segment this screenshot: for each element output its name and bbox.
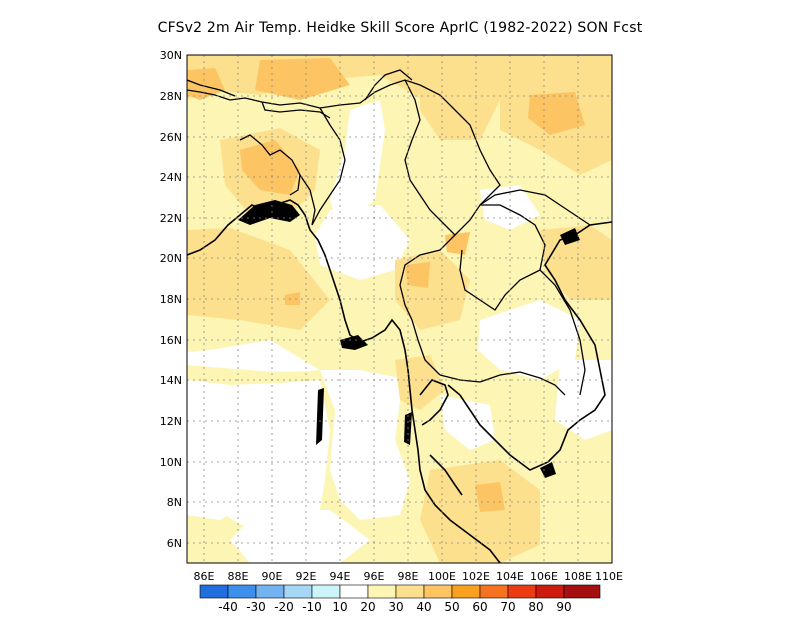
lat-tick-labels: 30N 28N 26N 24N 22N 20N 18N 16N 14N 12N …	[160, 49, 182, 550]
delta-ganges	[238, 200, 300, 225]
colorbar-label: -10	[302, 600, 322, 614]
border-china-vn	[479, 189, 591, 226]
colorbar-labels: -40 -30 -20 -10 10 20 30 40 50 60 70 80 …	[218, 600, 571, 614]
shade-deep-thai	[405, 262, 430, 288]
colorbar-swatch	[199, 584, 229, 599]
lon-tick-label: 104E	[496, 570, 524, 583]
lon-tick-label: 108E	[564, 570, 592, 583]
colorbar	[199, 584, 601, 599]
lon-tick-label: 86E	[194, 570, 215, 583]
shade-deep-bay	[285, 292, 300, 305]
colorbar-label: 10	[332, 600, 347, 614]
colorbar-swatch	[283, 584, 313, 599]
colorbar-swatch	[339, 584, 369, 599]
lat-tick-label: 20N	[160, 252, 182, 265]
lat-tick-label: 12N	[160, 415, 182, 428]
shade-deep-ne	[528, 92, 585, 135]
shade-white-bay	[187, 340, 410, 520]
shade-white-south	[230, 510, 370, 563]
islands-andaman	[316, 388, 324, 445]
grid-lines	[187, 55, 612, 563]
colorbar-swatch	[535, 584, 565, 599]
colorbar-label: 50	[444, 600, 459, 614]
colorbar-swatch	[311, 584, 341, 599]
lon-tick-label: 110E	[595, 570, 623, 583]
lon-tick-labels: 86E 88E 90E 92E 94E 96E 98E 100E 102E 10…	[194, 570, 623, 583]
colorbar-swatch	[507, 584, 537, 599]
border-bangladesh	[239, 134, 301, 196]
border-nepal	[187, 79, 236, 97]
lon-tick-label: 102E	[462, 570, 490, 583]
colorbar-swatch	[479, 584, 509, 599]
shade-orange-tibet	[420, 75, 500, 140]
border-tibet-loop	[364, 69, 413, 101]
shade-white-central2	[315, 205, 410, 280]
border-myanmar-west	[311, 107, 346, 226]
lon-tick-label: 98E	[398, 570, 419, 583]
colorbar-swatch	[255, 584, 285, 599]
shade-white-central	[330, 100, 385, 230]
lat-tick-label: 16N	[160, 334, 182, 347]
lon-tick-label: 94E	[330, 570, 351, 583]
lat-tick-label: 14N	[160, 374, 182, 387]
lon-tick-label: 106E	[530, 570, 558, 583]
lat-tick-label: 10N	[160, 456, 182, 469]
country-borders	[187, 69, 591, 396]
plot-frame	[186, 54, 613, 564]
border-bhutan	[261, 101, 331, 119]
border-china	[419, 84, 501, 206]
colorbar-swatch	[451, 584, 481, 599]
colorbar-label: 60	[472, 600, 487, 614]
islands-hainan-side	[560, 228, 580, 245]
delta-fills	[238, 200, 580, 478]
colorbar-swatch	[563, 584, 601, 599]
map-title: CFSv2 2m Air Temp. Heidke Skill Score Ap…	[157, 20, 643, 36]
lon-tick-label: 88E	[228, 570, 249, 583]
colorbar-label: -30	[246, 600, 266, 614]
delta-irrawaddy	[340, 335, 368, 350]
coast-gulf	[419, 379, 449, 426]
border-himalaya	[187, 79, 421, 109]
lat-tick-label: 8N	[167, 496, 182, 509]
lat-tick-label: 30N	[160, 49, 182, 62]
colorbar-swatch	[367, 584, 397, 599]
lat-tick-label: 22N	[160, 212, 182, 225]
coast-south	[429, 454, 463, 496]
lat-tick-label: 18N	[160, 293, 182, 306]
lat-tick-label: 26N	[160, 131, 182, 144]
coast-indochina	[447, 221, 612, 471]
shade-deep-south	[475, 482, 505, 512]
shade-deep-myanmar	[445, 232, 470, 255]
lon-tick-label: 90E	[262, 570, 283, 583]
skill-shading	[187, 55, 612, 563]
lat-tick-label: 24N	[160, 171, 182, 184]
lon-tick-label: 96E	[364, 570, 385, 583]
colorbar-label: 90	[556, 600, 571, 614]
colorbar-label: 80	[528, 600, 543, 614]
colorbar-label: 40	[416, 600, 431, 614]
lat-tick-label: 6N	[167, 537, 182, 550]
colorbar-swatch	[423, 584, 453, 599]
colorbar-label: 20	[360, 600, 375, 614]
lon-tick-label: 92E	[296, 570, 317, 583]
colorbar-swatch	[395, 584, 425, 599]
colorbar-swatch	[227, 584, 257, 599]
shade-deep-north	[255, 58, 350, 100]
shade-white-sea	[555, 360, 612, 440]
colorbar-label: 30	[388, 600, 403, 614]
lon-tick-label: 100E	[428, 570, 456, 583]
delta-mekong	[540, 462, 556, 478]
border-vietnam	[539, 269, 586, 396]
colorbar-label: -20	[274, 600, 294, 614]
border-india-myanmar	[299, 174, 316, 226]
colorbar-label: 70	[500, 600, 515, 614]
shade-white-gulf	[440, 395, 495, 450]
colorbar-label: -40	[218, 600, 238, 614]
lat-tick-label: 28N	[160, 90, 182, 103]
